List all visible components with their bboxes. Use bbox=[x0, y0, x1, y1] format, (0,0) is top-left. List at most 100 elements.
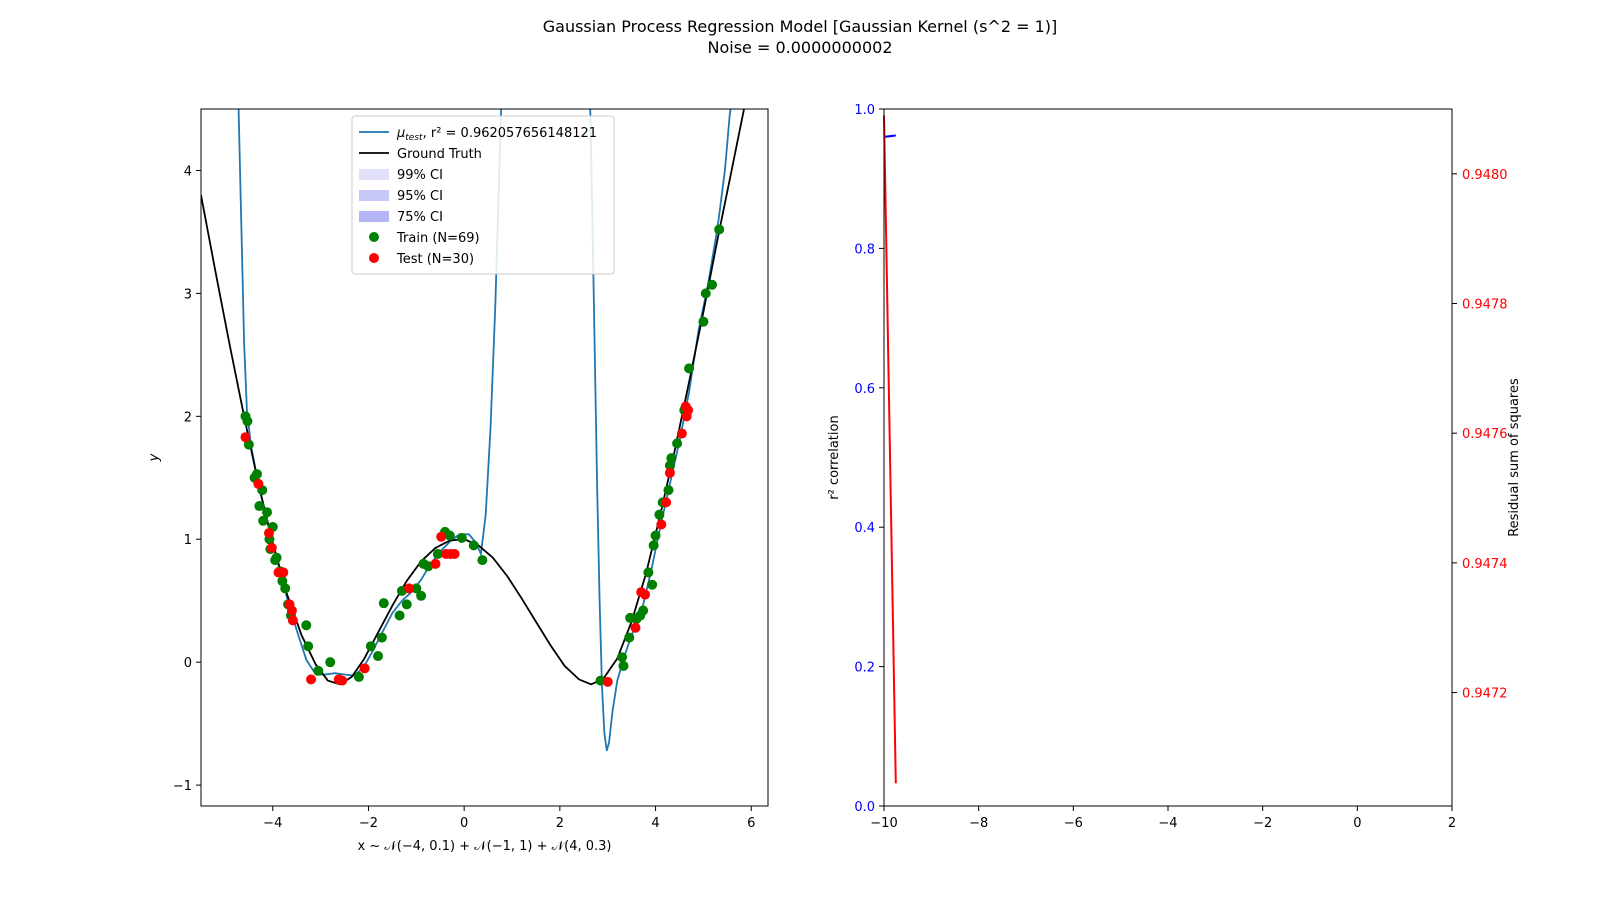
right-chart: −10 −8 −6 −4 −2 0 2 0.0 0.2 0.4 0.6 0.8 1.0 0.9472 0.9… bbox=[827, 103, 1522, 831]
train-point bbox=[700, 288, 711, 299]
train-point bbox=[663, 485, 674, 496]
legend-label-ci75: 75% CI bbox=[397, 210, 443, 225]
train-point bbox=[432, 548, 443, 559]
train-point bbox=[672, 438, 683, 449]
x-axis-label: x ~ 𝒩(−4, 0.1) + 𝒩(−1, 1) + 𝒩(4, 0.3) bbox=[358, 839, 612, 854]
x-tick-label: 2 bbox=[556, 816, 564, 831]
left-chart: −4 −2 0 2 4 6 −1 0 1 2 3 4 y x ~ 𝒩(−4, 0.1) + 𝒩(−1, 1… bbox=[147, 108, 769, 854]
y-left-tick-label: 0.4 bbox=[854, 521, 875, 536]
y-right-axis-label: Residual sum of squares bbox=[1507, 378, 1522, 537]
plot-area bbox=[201, 109, 745, 751]
train-point bbox=[401, 599, 412, 610]
y-tick-label: 2 bbox=[184, 410, 192, 425]
train-point bbox=[477, 555, 488, 566]
x-tick-label: −6 bbox=[1064, 816, 1083, 831]
train-point bbox=[650, 530, 661, 541]
test-point bbox=[404, 583, 415, 594]
train-point bbox=[643, 567, 654, 578]
train-point bbox=[618, 660, 629, 671]
x-tick-label: −8 bbox=[969, 816, 988, 831]
test-point bbox=[436, 531, 447, 542]
train-point bbox=[254, 501, 265, 512]
train-point bbox=[258, 515, 269, 526]
train-point bbox=[301, 620, 312, 631]
r2-line bbox=[883, 134, 896, 138]
train-point bbox=[251, 469, 262, 480]
legend-swatch-train bbox=[369, 232, 379, 242]
legend-label-ground_truth: Ground Truth bbox=[397, 147, 482, 162]
train-point bbox=[271, 552, 282, 563]
x-tick-label: −2 bbox=[1253, 816, 1272, 831]
test-point bbox=[630, 622, 641, 633]
train-point bbox=[468, 540, 479, 551]
train-point bbox=[638, 605, 649, 616]
train-point bbox=[376, 632, 387, 643]
y-tick-label: 4 bbox=[184, 164, 192, 179]
legend-mu-r2: , r² = 0.962057656148121 bbox=[423, 126, 597, 141]
figure-subtitle: Noise = 0.0000000002 bbox=[707, 38, 892, 57]
test-point bbox=[676, 428, 687, 439]
train-point bbox=[648, 540, 659, 551]
train-point bbox=[624, 632, 635, 643]
x-tick-label: 0 bbox=[1353, 816, 1361, 831]
y-right-tick-label: 0.9472 bbox=[1462, 687, 1508, 702]
train-point bbox=[456, 533, 467, 544]
test-point bbox=[656, 519, 667, 530]
plot-frame bbox=[883, 108, 1453, 807]
train-point bbox=[303, 641, 314, 652]
train-point bbox=[707, 279, 718, 290]
legend-swatch-test bbox=[369, 253, 379, 263]
y-left-tick-label: 0.2 bbox=[854, 661, 875, 676]
y-left-axis-label: r² correlation bbox=[827, 415, 842, 499]
x-tick-label: −2 bbox=[359, 816, 378, 831]
legend-label-ci99: 99% CI bbox=[397, 168, 443, 183]
x-tick-label: 4 bbox=[651, 816, 659, 831]
rss-line bbox=[883, 115, 897, 784]
train-point bbox=[666, 453, 677, 464]
test-point bbox=[306, 674, 317, 685]
legend-label-ci95: 95% CI bbox=[397, 189, 443, 204]
y-tick-label: 0 bbox=[184, 656, 192, 671]
train-point bbox=[242, 416, 253, 427]
y-tick-label: 1 bbox=[184, 533, 192, 548]
test-point bbox=[602, 676, 613, 687]
test-point bbox=[266, 542, 277, 553]
train-point bbox=[416, 590, 427, 601]
test-point bbox=[263, 528, 274, 539]
x-tick-label: 2 bbox=[1448, 816, 1456, 831]
test-point bbox=[359, 663, 370, 674]
y-axis-label: y bbox=[147, 453, 162, 462]
train-point bbox=[280, 583, 291, 594]
train-point bbox=[647, 579, 658, 590]
legend-label-test: Test (N=30) bbox=[396, 252, 474, 267]
y-right-tick-label: 0.9478 bbox=[1462, 298, 1508, 313]
test-point bbox=[240, 432, 251, 443]
y-tick-label: −1 bbox=[173, 779, 192, 794]
y-tick-label: 3 bbox=[184, 287, 192, 302]
test-point bbox=[664, 467, 675, 478]
train-point bbox=[373, 651, 384, 662]
legend-label-train: Train (N=69) bbox=[396, 231, 480, 246]
train-point bbox=[313, 665, 324, 676]
train-point bbox=[617, 652, 628, 663]
test-point bbox=[449, 548, 460, 559]
plot-frame bbox=[200, 108, 769, 807]
legend-swatch-ci99 bbox=[359, 169, 389, 180]
test-point bbox=[278, 567, 289, 578]
train-point bbox=[654, 509, 665, 520]
test-point bbox=[286, 605, 297, 616]
figure-title: Gaussian Process Regression Model [Gauss… bbox=[543, 17, 1058, 36]
x-tick-label: 6 bbox=[747, 816, 755, 831]
y-right-tick-label: 0.9480 bbox=[1462, 168, 1508, 183]
y-right-tick-label: 0.9474 bbox=[1462, 557, 1508, 572]
train-point bbox=[394, 610, 405, 621]
train-point bbox=[698, 316, 709, 327]
test-point bbox=[640, 589, 651, 600]
train-point bbox=[378, 598, 389, 609]
x-tick-label: −10 bbox=[870, 816, 897, 831]
train-point bbox=[325, 657, 336, 668]
train-point bbox=[444, 530, 455, 541]
legend-swatch-ci95 bbox=[359, 190, 389, 201]
test-point bbox=[287, 615, 298, 626]
